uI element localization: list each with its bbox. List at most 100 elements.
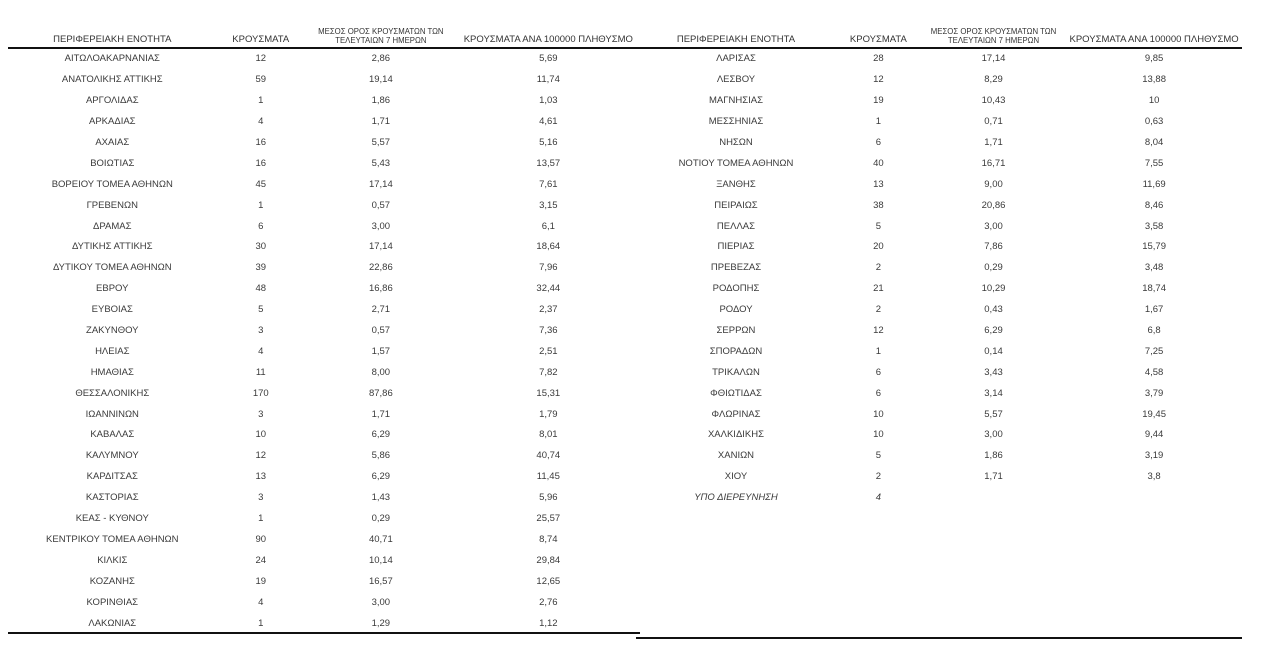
per100k-cell: 5,69 — [539, 54, 558, 65]
avg7-days-cell: 1,43 — [371, 493, 391, 504]
column-header-avg7: ΜΕΣΟΣ ΟΡΟΣ ΚΡΟΥΣΜΑΤΩΝ ΤΩΝ ΤΕΛΕΥΤΑΙΩΝ 7 ΗΜ… — [305, 27, 457, 45]
region-name-cell: ΓΡΕΒΕΝΩΝ — [86, 200, 138, 211]
cases-count-cell: 10 — [873, 409, 884, 420]
table-row: ΙΩΑΝΝΙΝΩΝ 3 1,71 1,79 — [8, 404, 640, 425]
avg7-days-cell: 5,57 — [984, 409, 1003, 420]
per100k-cell: 11,45 — [536, 472, 560, 483]
region-name-cell: ΒΟΙΩΤΙΑΣ — [90, 158, 135, 169]
region-name-cell: ΜΕΣΣΗΝΙΑΣ — [708, 117, 764, 128]
table-row: ΝΟΤΙΟΥ ΤΟΜΕΑ ΑΘΗΝΩΝ 40 16,71 7,55 — [636, 153, 1242, 174]
cases-count-cell: 12 — [255, 451, 267, 462]
per100k-cell: 7,61 — [539, 179, 558, 190]
table-row: ΓΡΕΒΕΝΩΝ 1 0,57 3,15 — [8, 195, 640, 216]
cases-count-cell: 170 — [252, 388, 269, 399]
region-name-cell: ΕΥΒΟΙΑΣ — [91, 305, 133, 316]
per100k-cell: 9,44 — [1144, 430, 1164, 441]
cases-count-cell: 2 — [875, 472, 882, 483]
column-header-cases: ΚΡΟΥΣΜΑΤΑ — [849, 35, 907, 45]
table-row: ΚΟΖΑΝΗΣ 19 16,57 12,65 — [8, 571, 640, 592]
per100k-cell: 1,79 — [539, 409, 558, 420]
table-row: ΦΛΩΡΙΝΑΣ 10 5,57 19,45 — [636, 404, 1242, 425]
avg7-days-cell: 10,29 — [981, 284, 1006, 295]
region-name-cell: ΜΑΓΝΗΣΙΑΣ — [709, 96, 763, 107]
cases-count-cell: 48 — [255, 284, 267, 295]
table-row: ΠΕΛΛΑΣ 5 3,00 3,58 — [636, 216, 1242, 237]
region-name-cell: ΗΜΑΘΙΑΣ — [90, 367, 134, 378]
column-header-region: ΠΕΡΙΦΕΡΕΙΑΚΗ ΕΝΟΤΗΤΑ — [53, 35, 172, 45]
region-name-cell: ΦΘΙΩΤΙΔΑΣ — [710, 388, 762, 399]
cases-count-cell: 16 — [255, 138, 267, 148]
region-name-cell: ΚΟΡΙΝΘΙΑΣ — [86, 597, 139, 608]
per100k-cell: 15,79 — [1142, 242, 1166, 253]
region-name-cell: ΛΑΚΩΝΙΑΣ — [88, 618, 137, 629]
cases-count-cell: 12 — [255, 54, 267, 65]
per100k-cell: 3,15 — [539, 200, 558, 211]
per100k-cell: 8,74 — [539, 534, 558, 545]
cases-count-cell: 6 — [875, 388, 882, 399]
cases-count-cell: 3 — [258, 409, 264, 420]
per100k-cell: 6,8 — [1147, 326, 1161, 336]
region-name-cell: ΠΕΙΡΑΙΩΣ — [714, 200, 758, 211]
column-header-per100k: ΚΡΟΥΣΜΑΤΑ ΑΝΑ 100000 ΠΛΗΘΥΣΜΟ — [463, 35, 633, 45]
table-row: ΜΑΓΝΗΣΙΑΣ 19 10,43 10 — [636, 91, 1242, 112]
avg7-days-cell: 19,14 — [368, 75, 393, 86]
cases-count-cell: 3 — [258, 326, 264, 336]
per100k-cell: 8,04 — [1144, 138, 1164, 148]
cases-count-cell: 1 — [875, 117, 882, 128]
table-row: ΔΥΤΙΚΟΥ ΤΟΜΕΑ ΑΘΗΝΩΝ 39 22,86 7,96 — [8, 258, 640, 279]
avg7-days-cell: 1,71 — [371, 117, 391, 128]
table-row: ΘΕΣΣΑΛΟΝΙΚΗΣ 170 87,86 15,31 — [8, 383, 640, 404]
region-name-cell: ΦΛΩΡΙΝΑΣ — [711, 409, 761, 420]
region-name-cell: ΣΕΡΡΩΝ — [716, 326, 756, 336]
region-name-cell: ΝΗΣΩΝ — [719, 138, 753, 148]
table-row: ΚΙΛΚΙΣ 24 10,14 29,84 — [8, 550, 640, 571]
region-name-cell: ΕΒΡΟΥ — [96, 284, 129, 295]
table-row: ΖΑΚΥΝΘΟΥ 3 0,57 7,36 — [8, 321, 640, 342]
cases-count-cell: 1 — [258, 514, 264, 525]
per100k-cell: 5,96 — [539, 493, 558, 504]
avg7-days-cell: 16,57 — [368, 576, 393, 587]
cases-count-cell: 6 — [875, 138, 882, 148]
avg7-days-cell: 10,14 — [368, 555, 393, 566]
cases-count-cell: 90 — [255, 534, 267, 545]
table-row: ΕΒΡΟΥ 48 16,86 32,44 — [8, 279, 640, 300]
cases-count-cell: 28 — [873, 54, 884, 65]
table-row: ΚΕΝΤΡΙΚΟΥ ΤΟΜΕΑ ΑΘΗΝΩΝ 90 40,71 8,74 — [8, 529, 640, 550]
cases-count-cell: 38 — [873, 200, 884, 211]
region-name-cell: ΔΥΤΙΚΟΥ ΤΟΜΕΑ ΑΘΗΝΩΝ — [52, 263, 172, 274]
region-name-cell: ΤΡΙΚΑΛΩΝ — [712, 367, 760, 378]
region-name-cell: ΑΡΚΑΔΙΑΣ — [89, 117, 136, 128]
cases-count-cell: 21 — [873, 284, 884, 295]
region-name-cell: ΑΡΓΟΛΙΔΑΣ — [85, 96, 139, 107]
cases-count-cell: 30 — [255, 242, 267, 253]
table-row: ΡΟΔΟΥ 2 0,43 1,67 — [636, 300, 1242, 321]
avg7-days-cell: 3,00 — [371, 597, 391, 608]
per100k-cell: 3,79 — [1144, 388, 1164, 399]
column-header-region: ΠΕΡΙΦΕΡΕΙΑΚΗ ΕΝΟΤΗΤΑ — [676, 35, 796, 45]
per100k-cell: 10 — [1148, 96, 1160, 107]
cases-count-cell: 59 — [255, 75, 267, 86]
avg7-days-cell: 3,14 — [984, 388, 1003, 399]
region-name-cell: ΚΑΛΥΜΝΟΥ — [85, 451, 139, 462]
table-row: ΗΛΕΙΑΣ 4 1,57 2,51 — [8, 341, 640, 362]
avg7-days-cell: 3,43 — [984, 367, 1003, 378]
avg7-days-cell: 6,29 — [371, 472, 391, 483]
avg7-days-cell: 5,86 — [371, 451, 391, 462]
avg7-days-cell: 1,57 — [371, 346, 391, 357]
cases-count-cell: 3 — [258, 493, 264, 504]
avg7-days-cell: 0,14 — [984, 346, 1003, 357]
regional-units-table-left: ΠΕΡΙΦΕΡΕΙΑΚΗ ΕΝΟΤΗΤΑ ΚΡΟΥΣΜΑΤΑ ΜΕΣΟΣ ΟΡΟΣ … — [8, 26, 640, 634]
table-row: ΒΟΡΕΙΟΥ ΤΟΜΕΑ ΑΘΗΝΩΝ 45 17,14 7,61 — [8, 174, 640, 195]
table-row: ΑΡΚΑΔΙΑΣ 4 1,71 4,61 — [8, 112, 640, 133]
region-name-cell: ΥΠΟ ΔΙΕΡΕΥΝΗΣΗ — [694, 493, 778, 504]
table-row: ΚΕΑΣ - ΚΥΘΝΟΥ 1 0,29 25,57 — [8, 509, 640, 530]
avg7-days-cell: 0,29 — [371, 514, 391, 525]
region-name-cell: ΖΑΚΥΝΘΟΥ — [86, 326, 139, 336]
region-name-cell: ΡΟΔΟΠΗΣ — [712, 284, 760, 295]
per100k-cell: 15,31 — [536, 388, 561, 399]
avg7-days-cell: 20,86 — [981, 200, 1006, 211]
region-name-cell: ΣΠΟΡΑΔΩΝ — [709, 346, 763, 357]
table-row: ΡΟΔΟΠΗΣ 21 10,29 18,74 — [636, 279, 1242, 300]
table-row: ΝΗΣΩΝ 6 1,71 8,04 — [636, 133, 1242, 154]
region-name-cell: ΚΑΣΤΟΡΙΑΣ — [85, 493, 139, 504]
